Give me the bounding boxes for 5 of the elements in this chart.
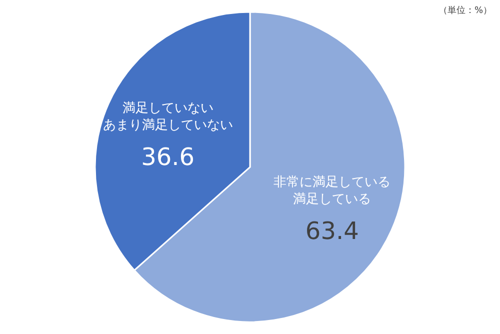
slice-label: 満足していないあまり満足していない: [102, 101, 233, 134]
data-label: 63.4: [305, 216, 359, 245]
text: （単位：%）: [438, 5, 492, 16]
data-label: 36.6: [141, 143, 195, 172]
slice-label: 非常に満足している満足している: [274, 174, 391, 207]
